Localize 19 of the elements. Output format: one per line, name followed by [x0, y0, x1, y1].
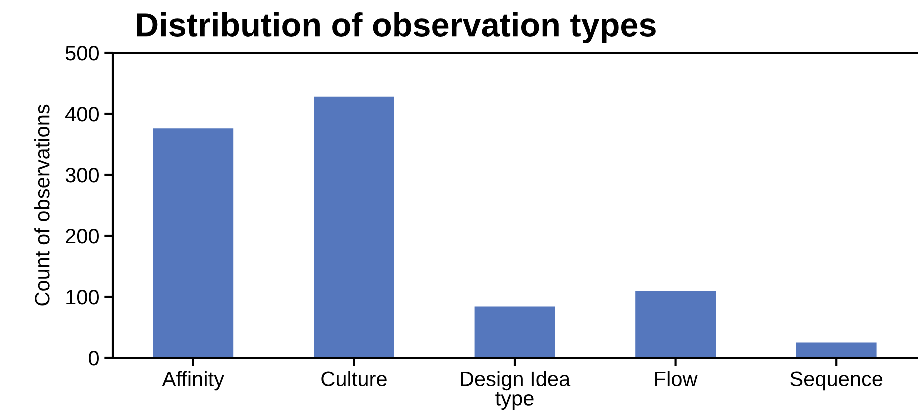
- y-tick-label: 100: [66, 290, 99, 305]
- bar: [314, 96, 394, 358]
- y-tick-label: 300: [66, 168, 99, 183]
- y-tick-label: 500: [66, 46, 99, 61]
- bar: [153, 128, 234, 358]
- y-axis-title: Count of observations: [34, 104, 50, 306]
- bar: [796, 342, 877, 358]
- x-tick-label: Flow: [656, 371, 698, 386]
- x-tick-label: Culture: [322, 371, 387, 386]
- x-tick-label: Sequence: [790, 372, 883, 391]
- bar: [474, 306, 556, 358]
- x-tick-label: Design Idea: [461, 371, 571, 391]
- y-tick-label: 400: [66, 107, 99, 122]
- chart-title: Distribution of observation types: [137, 12, 656, 44]
- y-tick-label: 200: [66, 229, 99, 244]
- bar: [636, 292, 716, 358]
- y-tick-label: 0: [89, 351, 99, 366]
- x-axis-title: type: [496, 392, 534, 410]
- x-tick-label: Affinity: [162, 371, 224, 391]
